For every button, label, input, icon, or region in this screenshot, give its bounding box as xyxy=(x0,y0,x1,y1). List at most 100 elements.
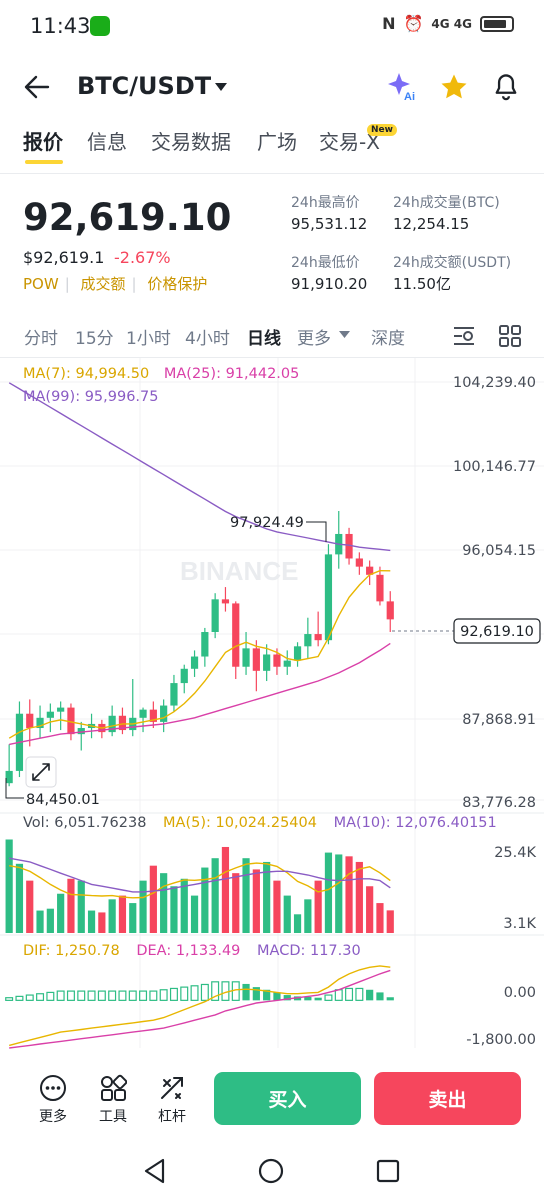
leverage-button[interactable]: 杠杆 xyxy=(142,1074,202,1126)
expand-icon[interactable] xyxy=(25,756,57,788)
macd-histogram-bar xyxy=(139,990,148,1001)
watermark: BINANCE xyxy=(180,556,298,586)
tab-info[interactable]: 信息 xyxy=(87,130,127,154)
pair-title[interactable]: BTC/USDT xyxy=(77,72,212,100)
interval-bar: 分时 15分 1小时 4小时 日线 更多 深度 xyxy=(0,324,544,350)
volume-bar xyxy=(36,910,44,933)
stat-24h-high-value: 95,531.12 xyxy=(291,215,368,233)
nav-back-icon[interactable] xyxy=(143,1158,167,1184)
stat-24h-low-label: 24h最低价 xyxy=(291,255,360,271)
current-price-tag: 92,619.10 xyxy=(460,624,534,640)
volume-bar xyxy=(190,895,199,933)
change-percent: -2.67% xyxy=(114,248,171,267)
interval-4h[interactable]: 4小时 xyxy=(185,329,230,349)
more-button[interactable]: 更多 xyxy=(23,1074,83,1126)
tools-grid-icon xyxy=(101,1074,128,1101)
kline-chart[interactable]: BINANCE 104,239.40 100,146.77 96,054.15 … xyxy=(0,358,544,1058)
volume-bar xyxy=(345,856,353,933)
interval-timeshare[interactable]: 分时 xyxy=(24,329,58,349)
macd-histogram-bar xyxy=(46,991,55,1001)
nav-home-icon[interactable] xyxy=(258,1158,284,1184)
volume-axis-label: 25.4K xyxy=(494,845,536,861)
buy-button[interactable]: 买入 xyxy=(214,1072,361,1125)
macd-histogram-bar xyxy=(242,983,250,1001)
candle-body xyxy=(149,709,157,722)
macd-histogram-bar xyxy=(56,990,65,1001)
indicator-settings-icon[interactable] xyxy=(452,325,476,347)
candle-body xyxy=(232,603,240,667)
ai-icon[interactable]: Ai xyxy=(386,70,418,103)
macd-histogram-bar xyxy=(180,986,189,1001)
back-arrow-icon[interactable] xyxy=(24,74,50,100)
ma25-line xyxy=(9,642,391,746)
favorite-star-icon[interactable] xyxy=(439,72,469,102)
ma7-label: MA(7): 94,994.50 xyxy=(23,366,150,382)
candle-body xyxy=(77,728,85,735)
candle-body xyxy=(273,654,281,667)
tag-pow[interactable]: POW xyxy=(23,275,59,293)
candle-body xyxy=(26,713,34,729)
volume-bar xyxy=(355,861,363,933)
tag-price-protection[interactable]: 价格保护 xyxy=(147,275,208,293)
macd-histogram-bar xyxy=(108,990,117,1001)
volume-bar xyxy=(57,893,65,933)
volume-bar xyxy=(46,908,54,933)
axis-labels: 104,239.40 100,146.77 96,054.15 87,868.9… xyxy=(453,375,537,1048)
volume-bar xyxy=(87,910,96,933)
battery-icon xyxy=(480,15,514,32)
volume-bar xyxy=(98,912,106,933)
macd-histogram-bar xyxy=(273,992,281,1001)
tag-turnover[interactable]: 成交额 xyxy=(80,275,126,293)
volume-bar xyxy=(67,878,75,933)
more-dropdown-icon[interactable] xyxy=(339,331,350,339)
tab-trading-data[interactable]: 交易数据 xyxy=(151,130,231,154)
ma99-legend-row: MA(99): 95,996.75 xyxy=(23,389,158,405)
pair-dropdown-icon[interactable] xyxy=(214,82,228,92)
chart-canvas[interactable]: BINANCE 104,239.40 100,146.77 96,054.15 … xyxy=(0,358,544,1058)
candle-body xyxy=(211,599,219,633)
wechat-icon xyxy=(90,16,110,36)
svg-text:Ai: Ai xyxy=(404,91,415,102)
nav-recents-icon[interactable] xyxy=(376,1159,400,1183)
macd-histogram-bar xyxy=(190,985,199,1001)
candle-body xyxy=(314,634,322,641)
macd-histogram-bar xyxy=(25,994,34,1001)
macd-axis-label: -1,800.00 xyxy=(466,1032,536,1048)
volume-bar xyxy=(129,903,137,933)
usd-price: $92,619.1 xyxy=(23,248,105,267)
macd-histogram-bar xyxy=(200,983,209,1001)
sell-button[interactable]: 卖出 xyxy=(374,1072,521,1125)
price-axis-label: 87,868.91 xyxy=(462,712,536,728)
tools-button[interactable]: 工具 xyxy=(83,1074,143,1126)
vol-ma10-line xyxy=(9,857,391,893)
macd-histogram-bar xyxy=(77,990,86,1001)
candle-body xyxy=(366,566,374,575)
interval-1h[interactable]: 1小时 xyxy=(126,329,171,349)
dea-label: DEA: 1,133.49 xyxy=(136,943,241,959)
high-price-label: 97,924.49 xyxy=(230,515,304,531)
ma7-line xyxy=(8,569,391,739)
macd-legend-row: DIF: 1,250.78 DEA: 1,133.49 MACD: 117.30 xyxy=(23,943,361,959)
macd-histogram-bar xyxy=(304,996,312,1001)
candle-body xyxy=(160,705,168,722)
dif-line xyxy=(9,965,391,1047)
interval-15m[interactable]: 15分 xyxy=(75,329,114,349)
candle-body xyxy=(180,668,188,684)
interval-1d[interactable]: 日线 xyxy=(247,329,281,349)
leverage-label: 杠杆 xyxy=(158,1109,186,1125)
layout-grid-icon[interactable] xyxy=(499,325,521,347)
tab-quote[interactable]: 报价 xyxy=(23,130,63,154)
bell-icon[interactable] xyxy=(492,72,520,102)
candle-body xyxy=(376,574,384,602)
vol-label: Vol: 6,051.76238 xyxy=(23,815,147,831)
interval-more[interactable]: 更多 xyxy=(297,329,331,349)
candle-body xyxy=(293,646,302,661)
vol-ma10-label: MA(10): 12,076.40151 xyxy=(333,815,497,831)
volume-bar xyxy=(335,854,343,933)
tab-square[interactable]: 广场 xyxy=(257,130,297,154)
price-axis-label: 96,054.15 xyxy=(462,543,536,559)
current-price-tag-box xyxy=(453,618,541,644)
interval-depth[interactable]: 深度 xyxy=(371,329,405,349)
volume-bar xyxy=(273,880,281,933)
candle-body xyxy=(252,648,260,671)
